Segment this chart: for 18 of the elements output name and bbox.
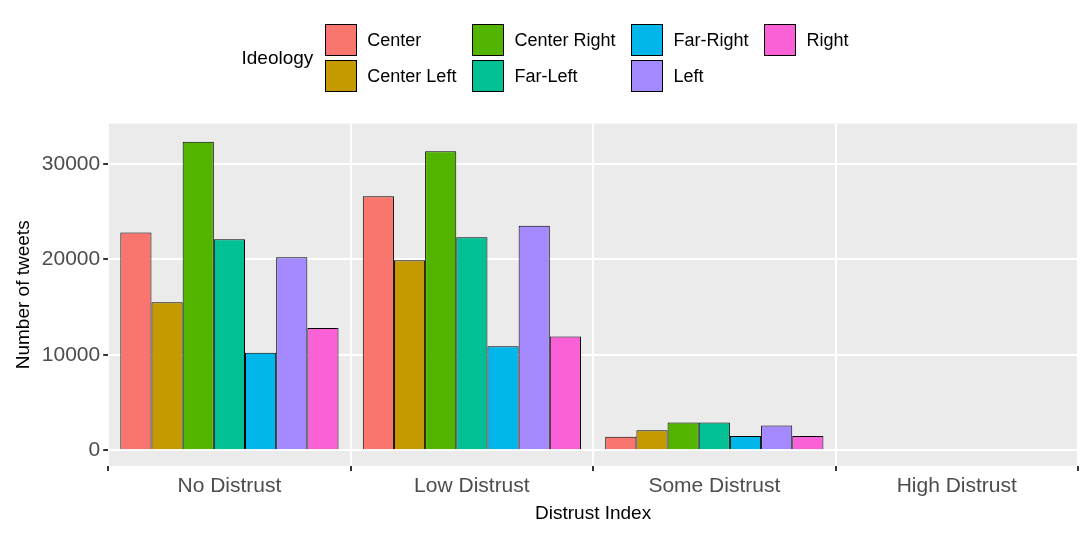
x-tick-label: Low Distrust bbox=[414, 473, 530, 497]
legend-label: Center Right bbox=[514, 29, 616, 51]
x-tick-label: No Distrust bbox=[177, 473, 282, 497]
legend-label: Far-Left bbox=[514, 65, 578, 87]
y-tick-label: 20000 bbox=[41, 246, 101, 270]
legend-label: Center bbox=[367, 29, 422, 51]
x-axis-title: Distrust Index bbox=[535, 501, 652, 523]
legend-label: Far-Right bbox=[673, 29, 749, 51]
y-axis-title: Number of tweets bbox=[11, 220, 33, 370]
x-tick-label: Some Distrust bbox=[648, 473, 781, 497]
y-tick-label: 0 bbox=[88, 437, 101, 461]
y-tick-label: 10000 bbox=[41, 341, 101, 365]
x-tick-label: High Distrust bbox=[896, 473, 1018, 497]
legend-label: Center Left bbox=[367, 65, 457, 87]
legend-title: Ideology bbox=[241, 47, 314, 69]
legend-label: Left bbox=[673, 65, 704, 87]
legend-label: Right bbox=[806, 29, 849, 51]
y-tick-label: 30000 bbox=[41, 150, 101, 174]
